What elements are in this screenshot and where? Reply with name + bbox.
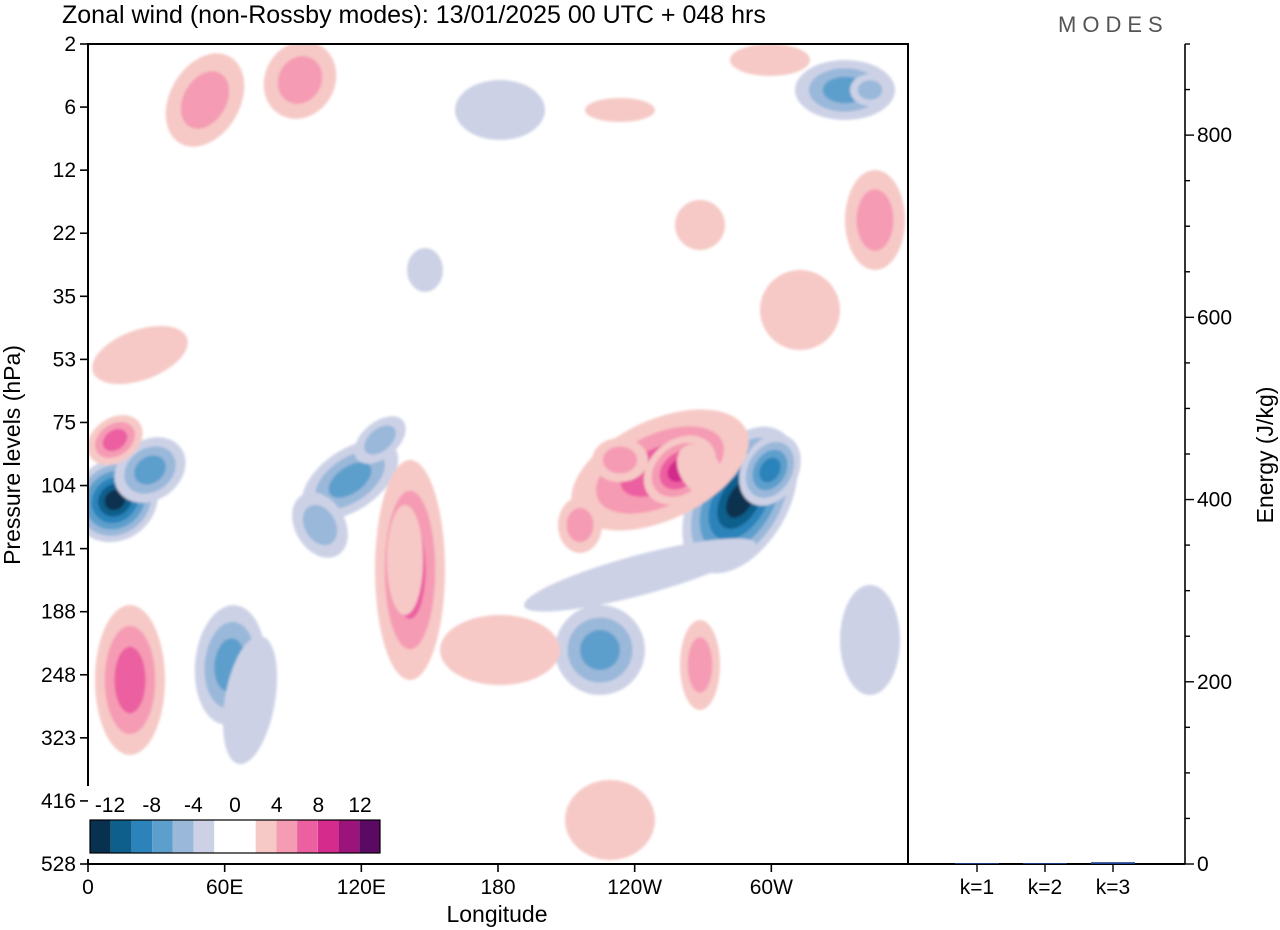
negative-wind-contour bbox=[580, 630, 620, 670]
negative-wind-contour bbox=[455, 80, 545, 140]
positive-wind-contour bbox=[730, 44, 810, 76]
positive-wind-contour bbox=[675, 200, 725, 250]
negative-wind-contour bbox=[302, 504, 338, 546]
y-tick-label: 323 bbox=[41, 727, 76, 750]
y-tick-label: 22 bbox=[53, 222, 76, 245]
positive-wind-contour bbox=[585, 98, 655, 122]
pressure-axis: 2 6 12 22 35 53 75 104 141 188 248 323 416 528 bbox=[41, 33, 88, 876]
negative-wind-contour bbox=[857, 80, 883, 100]
colorbar-label: -4 bbox=[184, 794, 203, 817]
x-tick-label: 180 bbox=[480, 876, 515, 899]
colorbar-legend: -12 -8 -4 0 4 8 12 bbox=[86, 786, 384, 859]
negative-wind-contour bbox=[328, 462, 372, 498]
y-tick-label: 12 bbox=[53, 159, 76, 182]
chart-title: Zonal wind (non-Rossby modes): 13/01/202… bbox=[62, 1, 766, 29]
y-tick-label: 248 bbox=[41, 664, 76, 687]
energy-category-label: k=3 bbox=[1096, 876, 1130, 899]
y-tick-label: 104 bbox=[41, 475, 76, 498]
positive-wind-contour bbox=[677, 444, 723, 496]
positive-wind-contour bbox=[856, 189, 894, 251]
negative-wind-contour bbox=[222, 635, 278, 765]
energy-category-label: k=1 bbox=[960, 876, 994, 899]
energy-category-label: k=2 bbox=[1028, 876, 1062, 899]
colorbar-swatch bbox=[131, 820, 153, 853]
colorbar-label: 12 bbox=[348, 794, 371, 817]
positive-wind-contour bbox=[565, 780, 655, 860]
negative-wind-contour bbox=[523, 538, 757, 612]
negative-wind-contour bbox=[759, 457, 781, 483]
colorbar-swatch bbox=[338, 820, 360, 853]
negative-wind-contour bbox=[104, 489, 126, 511]
positive-wind-contour bbox=[102, 428, 128, 452]
positive-wind-contour bbox=[277, 56, 323, 104]
colorbar-swatch bbox=[297, 820, 318, 853]
energy-tick-label: 0 bbox=[1197, 853, 1209, 876]
positive-wind-contour bbox=[440, 615, 560, 685]
y-tick-label: 141 bbox=[41, 538, 76, 561]
colorbar-swatch bbox=[255, 820, 277, 853]
colorbar-swatch bbox=[172, 820, 194, 853]
negative-wind-contour bbox=[364, 425, 396, 455]
x-tick-label: 120E bbox=[337, 876, 386, 899]
colorbar-swatch bbox=[214, 820, 235, 853]
negative-wind-contour bbox=[840, 585, 900, 695]
positive-wind-contour bbox=[602, 446, 638, 474]
positive-wind-contour bbox=[92, 325, 188, 385]
longitude-axis: 0 60E 120E 180 120W 60W bbox=[82, 864, 793, 899]
colorbar-label: 4 bbox=[271, 794, 283, 817]
colorbar-frame bbox=[89, 819, 381, 854]
energy-axis-label: Energy (J/kg) bbox=[1252, 387, 1278, 524]
positive-wind-contour bbox=[687, 637, 713, 693]
colorbar-swatch bbox=[110, 820, 132, 853]
y-tick-label: 416 bbox=[41, 790, 76, 813]
colorbar-swatch bbox=[235, 820, 256, 853]
colorbar-label: 0 bbox=[229, 794, 241, 817]
colorbar-swatch bbox=[152, 820, 173, 853]
y-axis-label: Pressure levels (hPa) bbox=[0, 345, 25, 565]
x-tick-label: 120W bbox=[607, 876, 662, 899]
zonal-wind-heatmap bbox=[88, 44, 905, 860]
y-tick-label: 35 bbox=[53, 285, 76, 308]
energy-tick-label: 400 bbox=[1197, 489, 1232, 512]
negative-wind-contour bbox=[134, 455, 166, 485]
energy-tick-label: 800 bbox=[1197, 124, 1232, 147]
modes-logo: MODES bbox=[1058, 12, 1169, 37]
negative-wind-contour bbox=[407, 248, 443, 292]
colorbar-swatch bbox=[359, 820, 380, 853]
energy-bar bbox=[955, 863, 999, 864]
x-tick-label: 0 bbox=[82, 876, 94, 899]
energy-bar-chart: 0 200 400 600 800 k=1 k=2 k=3 bbox=[907, 43, 1232, 899]
x-tick-label: 60E bbox=[206, 876, 243, 899]
x-tick-label: 60W bbox=[750, 876, 793, 899]
x-axis-label: Longitude bbox=[446, 901, 547, 927]
colorbar-swatch bbox=[317, 820, 339, 853]
colorbar-label: -8 bbox=[142, 794, 161, 817]
energy-bar bbox=[1023, 863, 1067, 864]
positive-wind-contour bbox=[566, 507, 594, 543]
y-tick-label: 188 bbox=[41, 601, 76, 624]
y-tick-label: 53 bbox=[53, 348, 76, 371]
colorbar-swatch bbox=[276, 820, 298, 853]
y-tick-label: 75 bbox=[53, 411, 76, 434]
colorbar-label: -12 bbox=[95, 794, 125, 817]
positive-wind-contour bbox=[387, 505, 423, 615]
positive-wind-contour bbox=[760, 270, 840, 350]
colorbar-swatch bbox=[90, 820, 111, 853]
energy-tick-label: 600 bbox=[1197, 306, 1232, 329]
y-tick-label: 6 bbox=[64, 96, 76, 119]
colorbar-swatch bbox=[193, 820, 215, 853]
energy-tick-label: 200 bbox=[1197, 671, 1232, 694]
colorbar-label: 8 bbox=[312, 794, 324, 817]
positive-wind-contour bbox=[180, 71, 230, 129]
energy-bar bbox=[1091, 862, 1135, 864]
y-tick-label: 528 bbox=[41, 853, 76, 876]
positive-wind-contour bbox=[114, 646, 146, 714]
y-tick-label: 2 bbox=[64, 33, 76, 56]
